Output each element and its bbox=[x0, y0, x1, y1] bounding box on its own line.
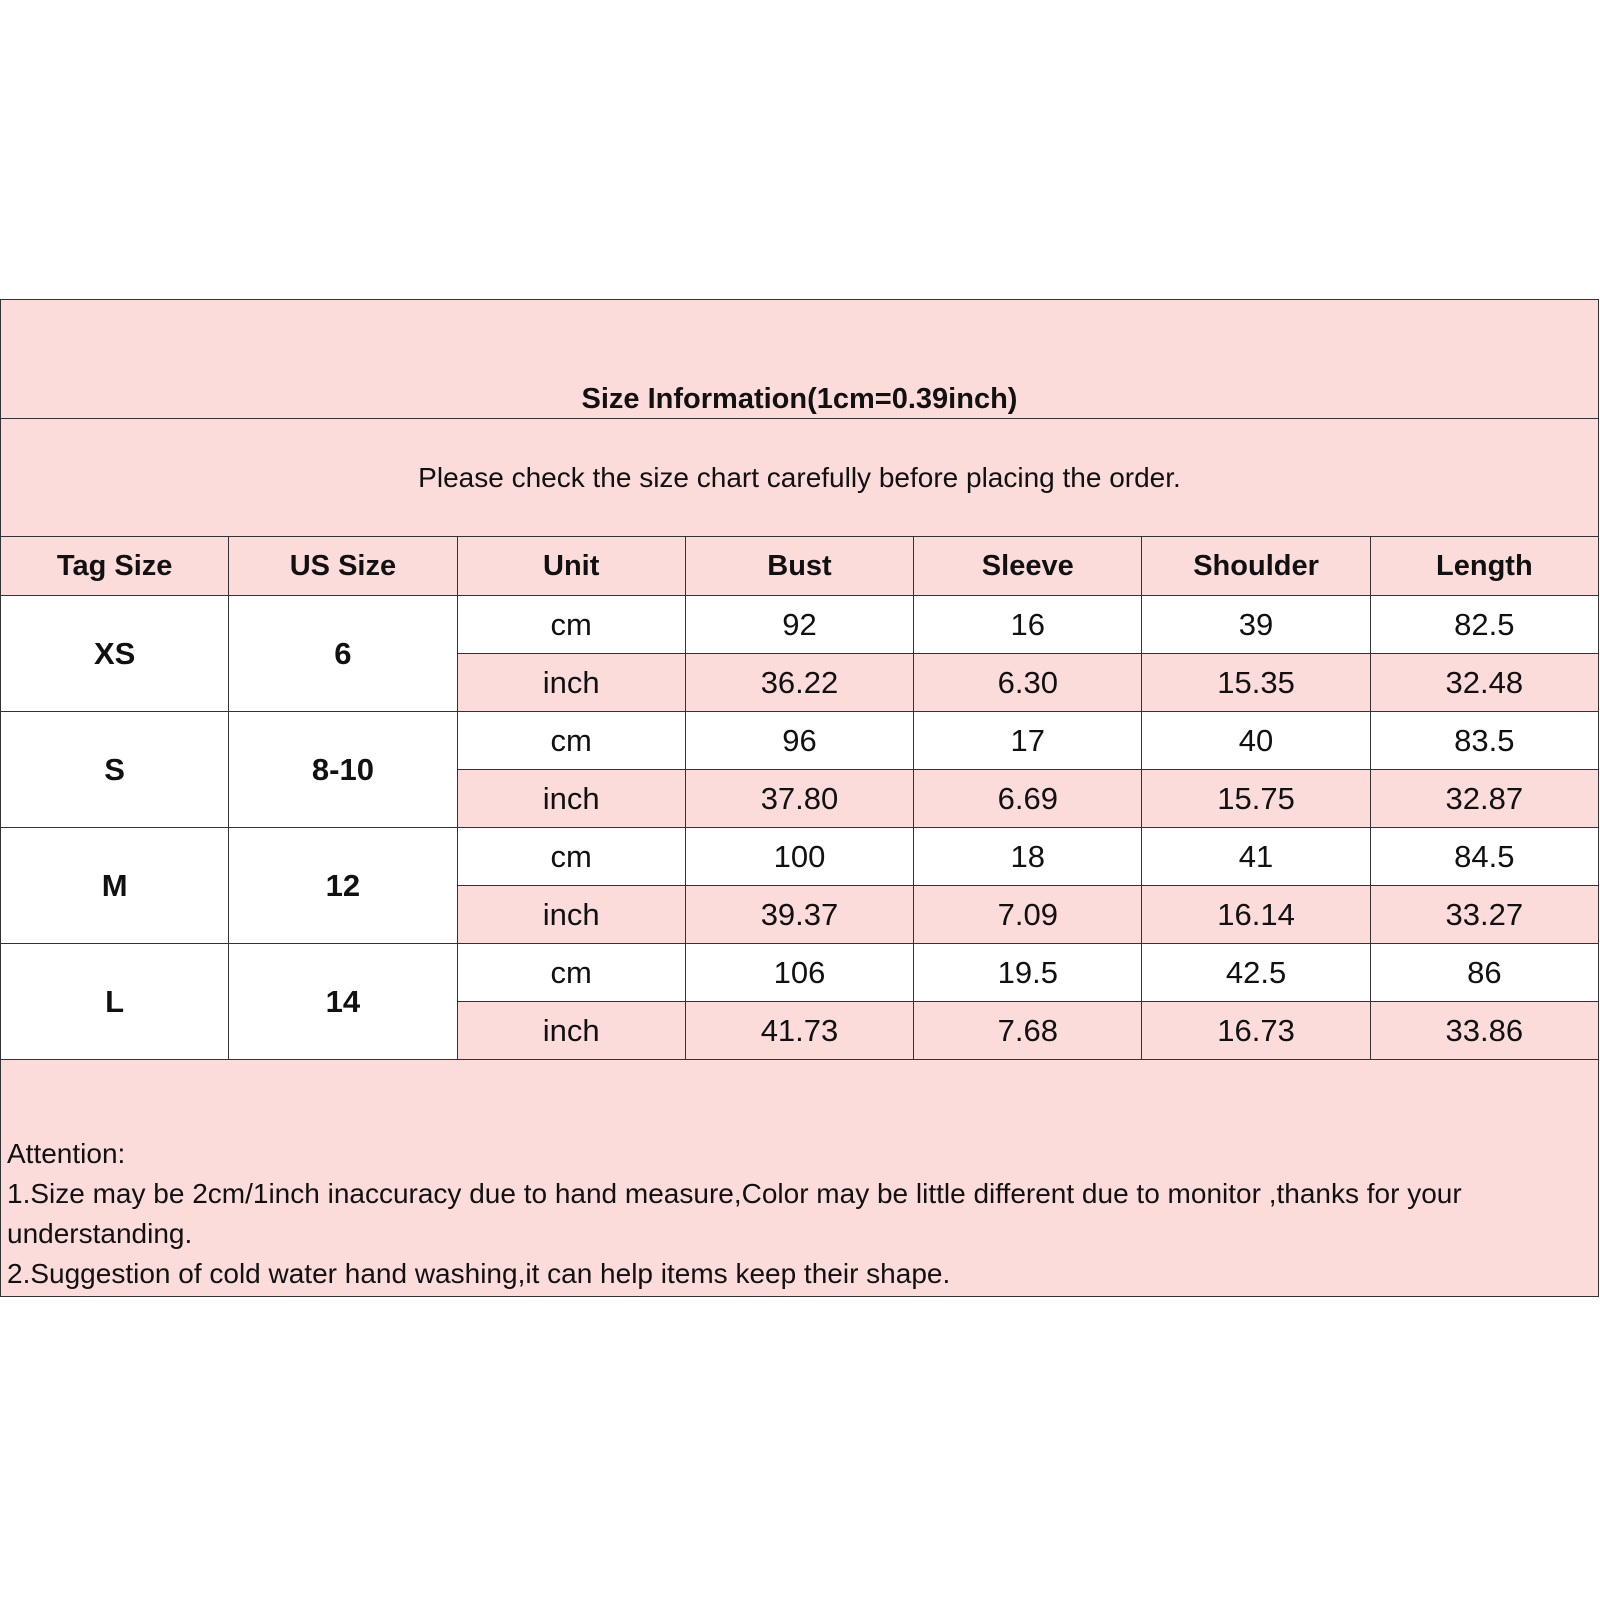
unit-cell: cm bbox=[456, 827, 686, 886]
sleeve-cell: 16 bbox=[913, 595, 1143, 654]
length-cell: 32.87 bbox=[1369, 769, 1600, 828]
unit-cell: cm bbox=[456, 595, 686, 654]
tag-size-cell: L bbox=[0, 943, 230, 1060]
unit-cell: inch bbox=[456, 769, 686, 828]
unit-cell: inch bbox=[456, 653, 686, 712]
us-size-cell: 6 bbox=[228, 595, 458, 712]
tag-size-cell: S bbox=[0, 711, 230, 828]
table-row: M 12 cm 100 18 41 84.5 bbox=[0, 827, 1600, 944]
length-cell: 84.5 bbox=[1369, 827, 1600, 886]
header-tag-size: Tag Size bbox=[0, 536, 230, 596]
bust-cell: 106 bbox=[684, 943, 915, 1002]
header-us-size: US Size bbox=[228, 536, 458, 596]
length-cell: 33.27 bbox=[1369, 885, 1600, 944]
unit-cell: inch bbox=[456, 885, 686, 944]
unit-cell: cm bbox=[456, 943, 686, 1002]
chart-title: Size Information(1cm=0.39inch) bbox=[0, 299, 1599, 419]
unit-cell: inch bbox=[456, 1001, 686, 1060]
bust-cell: 41.73 bbox=[684, 1001, 915, 1060]
header-sleeve: Sleeve bbox=[913, 536, 1143, 596]
sleeve-cell: 6.69 bbox=[913, 769, 1143, 828]
shoulder-cell: 16.14 bbox=[1141, 885, 1371, 944]
note-line: 1.Size may be 2cm/1inch inaccuracy due t… bbox=[7, 1178, 1462, 1249]
tag-size-cell: XS bbox=[0, 595, 230, 712]
attention-notes: Attention: 1.Size may be 2cm/1inch inaccu… bbox=[0, 1059, 1599, 1297]
table-row: L 14 cm 106 19.5 42.5 86 bbox=[0, 943, 1600, 1060]
bust-cell: 39.37 bbox=[684, 885, 915, 944]
header-bust: Bust bbox=[684, 536, 915, 596]
shoulder-cell: 15.75 bbox=[1141, 769, 1371, 828]
us-size-cell: 14 bbox=[228, 943, 458, 1060]
length-cell: 86 bbox=[1369, 943, 1600, 1002]
table-row: S 8-10 cm 96 17 40 83.5 bbox=[0, 711, 1600, 828]
shoulder-cell: 40 bbox=[1141, 711, 1371, 770]
sleeve-cell: 18 bbox=[913, 827, 1143, 886]
shoulder-cell: 41 bbox=[1141, 827, 1371, 886]
table-row: inch 36.22 6.30 15.35 32.48 bbox=[1, 653, 1600, 712]
header-shoulder: Shoulder bbox=[1141, 536, 1371, 596]
sleeve-cell: 17 bbox=[913, 711, 1143, 770]
unit-cell: cm bbox=[456, 711, 686, 770]
chart-subtitle: Please check the size chart carefully be… bbox=[0, 418, 1599, 537]
length-cell: 32.48 bbox=[1369, 653, 1600, 712]
sleeve-cell: 6.30 bbox=[913, 653, 1143, 712]
tag-size-cell: M bbox=[0, 827, 230, 944]
table-row: XS 6 cm 92 16 39 82.5 bbox=[0, 595, 1600, 712]
bust-cell: 37.80 bbox=[684, 769, 915, 828]
shoulder-cell: 39 bbox=[1141, 595, 1371, 654]
sleeve-cell: 19.5 bbox=[913, 943, 1143, 1002]
note-line: Attention: bbox=[7, 1138, 126, 1169]
bust-cell: 100 bbox=[684, 827, 915, 886]
length-cell: 83.5 bbox=[1369, 711, 1600, 770]
header-length: Length bbox=[1369, 536, 1600, 596]
us-size-cell: 8-10 bbox=[228, 711, 458, 828]
table-row: inch 41.73 7.68 16.73 33.86 bbox=[1, 1001, 1600, 1060]
shoulder-cell: 16.73 bbox=[1141, 1001, 1371, 1060]
length-cell: 33.86 bbox=[1369, 1001, 1600, 1060]
bust-cell: 36.22 bbox=[684, 653, 915, 712]
table-row: inch 37.80 6.69 15.75 32.87 bbox=[1, 769, 1600, 828]
us-size-cell: 12 bbox=[228, 827, 458, 944]
note-line: 2.Suggestion of cold water hand washing,… bbox=[7, 1258, 951, 1289]
shoulder-cell: 15.35 bbox=[1141, 653, 1371, 712]
bust-cell: 92 bbox=[684, 595, 915, 654]
sleeve-cell: 7.09 bbox=[913, 885, 1143, 944]
length-cell: 82.5 bbox=[1369, 595, 1600, 654]
header-row: Tag Size US Size Unit Bust Sleeve Should… bbox=[0, 536, 1600, 596]
size-chart-table: Size Information(1cm=0.39inch) Please ch… bbox=[0, 299, 1600, 1297]
shoulder-cell: 42.5 bbox=[1141, 943, 1371, 1002]
header-unit: Unit bbox=[456, 536, 686, 596]
bust-cell: 96 bbox=[684, 711, 915, 770]
sleeve-cell: 7.68 bbox=[913, 1001, 1143, 1060]
